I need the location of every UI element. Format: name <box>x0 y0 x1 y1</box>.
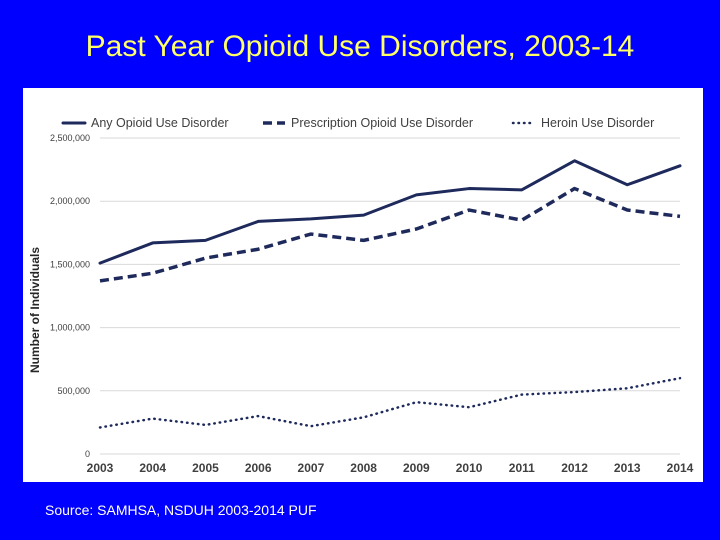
x-tick-label: 2013 <box>614 461 641 475</box>
x-tick-label: 2009 <box>403 461 430 475</box>
x-tick-label: 2012 <box>561 461 588 475</box>
y-tick-label: 500,000 <box>57 386 90 396</box>
y-tick-label: 0 <box>85 449 90 459</box>
x-tick-label: 2014 <box>667 461 694 475</box>
opioid-line-chart: 0 500,000 1,000,000 1,500,000 2,000,000 2,500… <box>28 116 694 475</box>
x-tick-label: 2003 <box>87 461 114 475</box>
y-tick-label: 1,000,000 <box>50 323 90 333</box>
y-tick-label: 1,500,000 <box>50 259 90 269</box>
series-line-1 <box>98 159 682 265</box>
x-tick-label: 2006 <box>245 461 272 475</box>
source-note: Source: SAMHSA, NSDUH 2003-2014 PUF <box>45 502 317 518</box>
x-tick-label: 2007 <box>298 461 325 475</box>
series-line-3 <box>98 376 682 429</box>
x-tick-label: 2004 <box>139 461 166 475</box>
y-tick-label: 2,000,000 <box>50 196 90 206</box>
chart-panel: 0 500,000 1,000,000 1,500,000 2,000,000 2,500… <box>23 88 703 482</box>
y-tick-label: 2,500,000 <box>50 133 90 143</box>
y-axis-label: Number of Individuals <box>28 247 42 373</box>
legend-label: Prescription Opioid Use Disorder <box>291 116 473 130</box>
series-line-2 <box>99 186 681 283</box>
slide-title: Past Year Opioid Use Disorders, 2003-14 <box>85 30 635 63</box>
x-tick-label: 2010 <box>456 461 483 475</box>
legend-label: Heroin Use Disorder <box>541 116 654 130</box>
x-tick-label: 2005 <box>192 461 219 475</box>
x-tick-label: 2008 <box>350 461 377 475</box>
legend-label: Any Opioid Use Disorder <box>91 116 229 130</box>
x-tick-label: 2011 <box>509 461 535 475</box>
